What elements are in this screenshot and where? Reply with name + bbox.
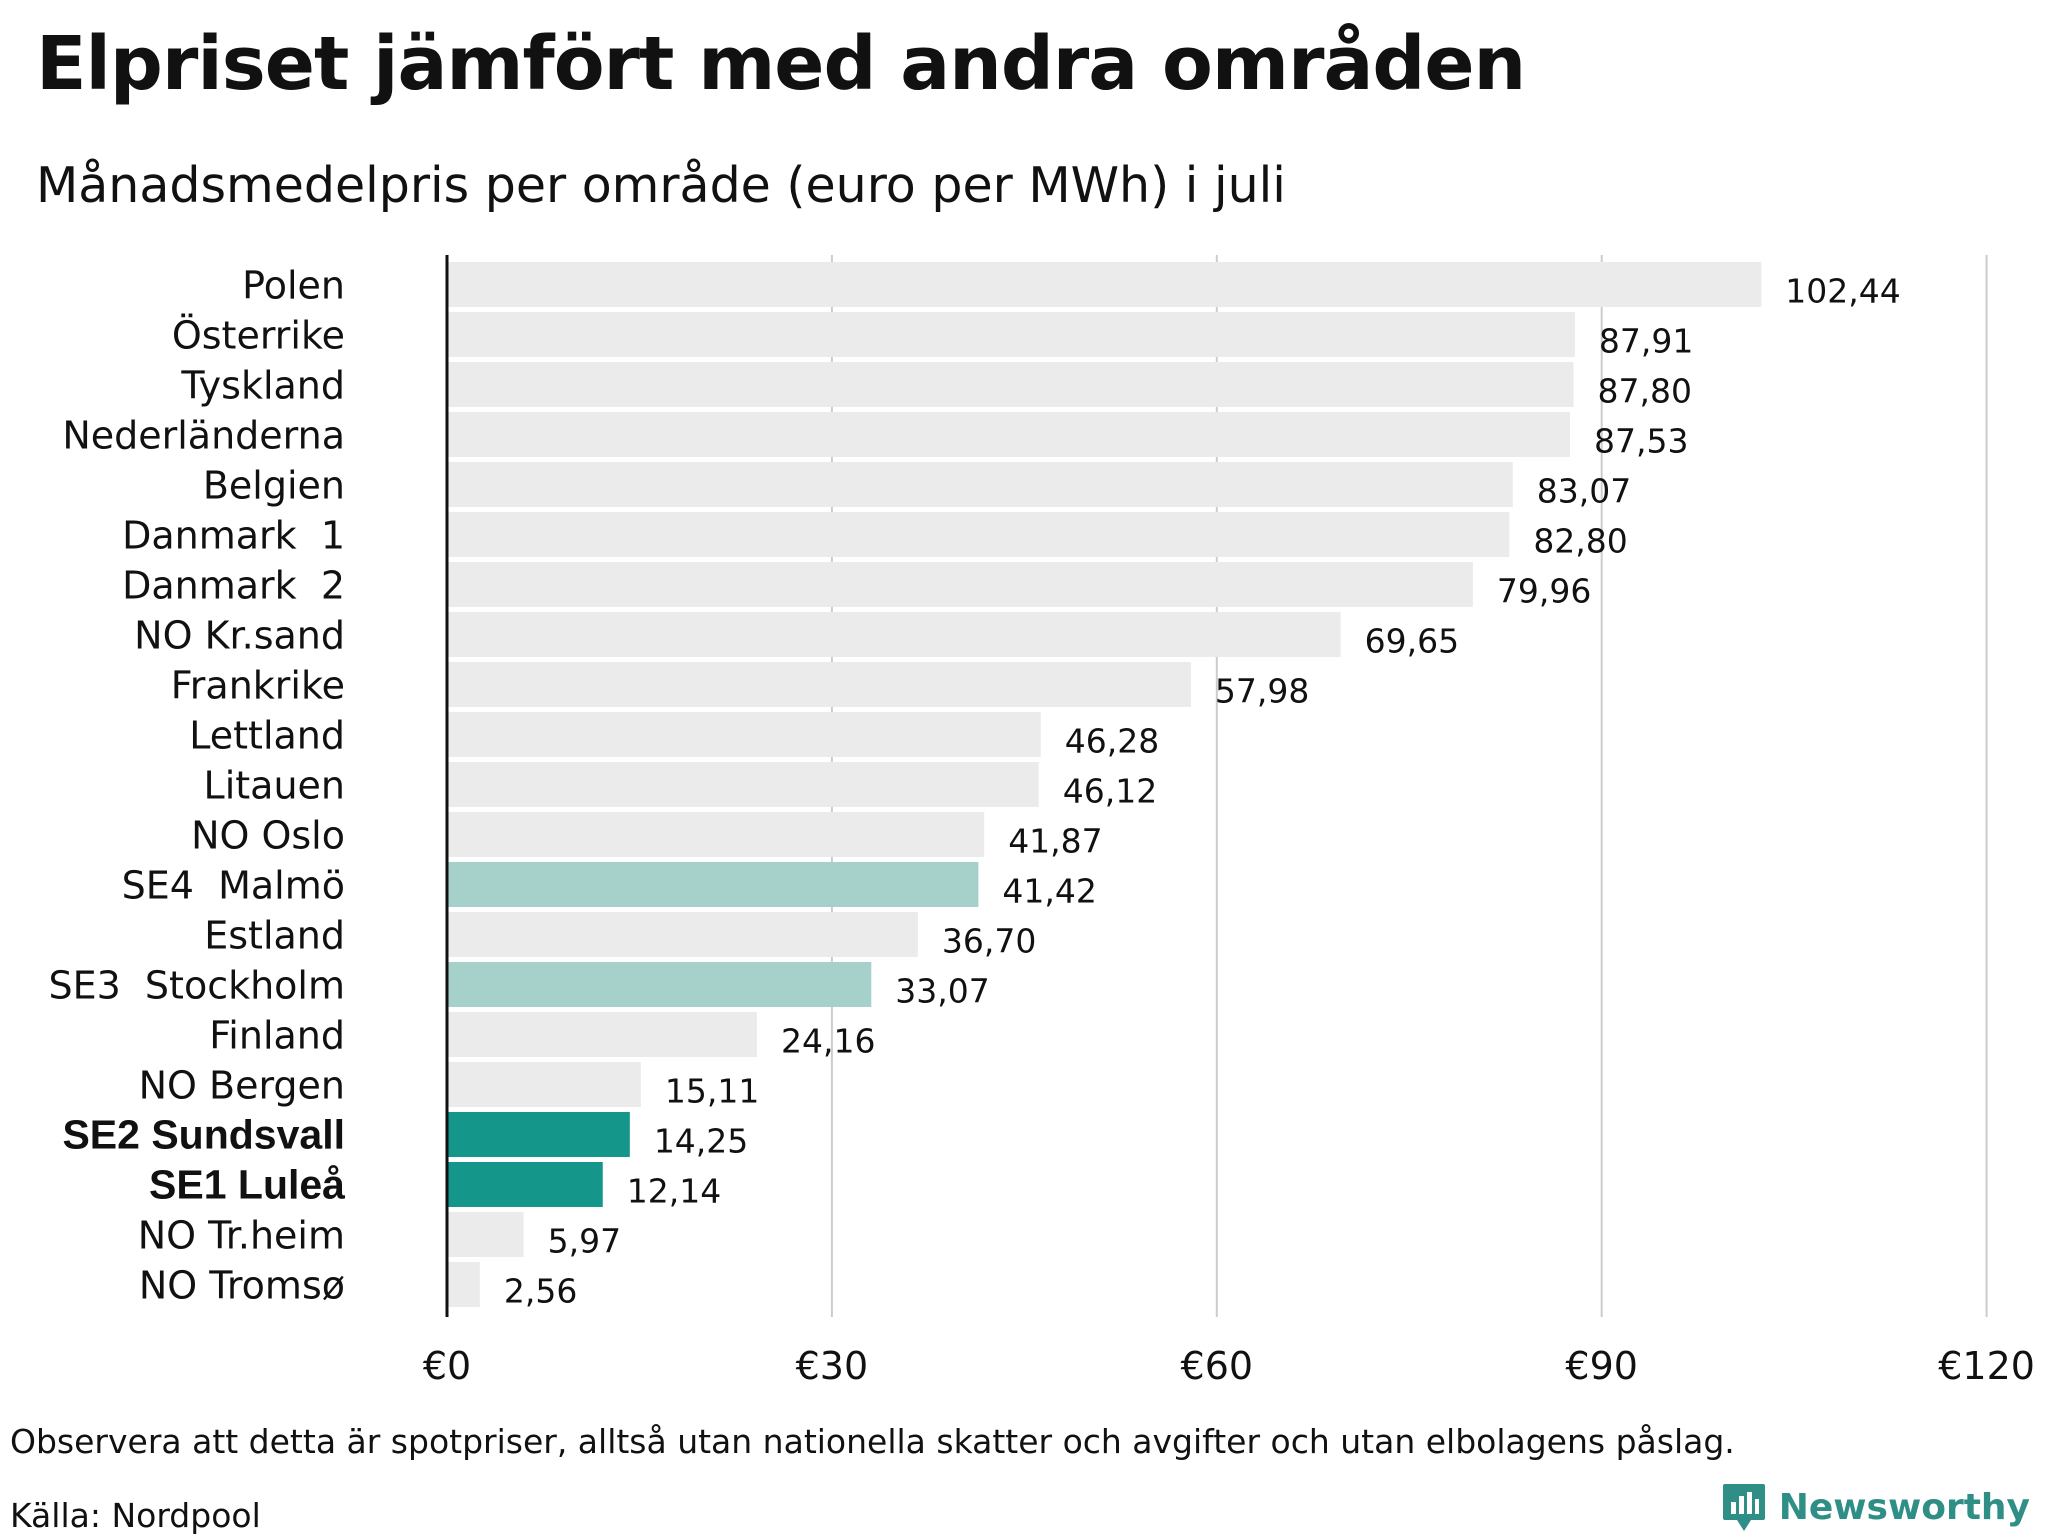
value-labels: 102,44 87,91 87,80 87,53 83,07 82,80 79,96 69,6… xyxy=(504,272,1901,1311)
category-label-19: NO Tr.heim xyxy=(138,1214,345,1258)
value-label-3: 87,53 xyxy=(1594,422,1688,461)
x-tick-label-60: €60 xyxy=(1181,1344,1254,1388)
value-label-13: 36,70 xyxy=(942,922,1036,961)
value-label-10: 46,12 xyxy=(1063,772,1157,811)
bar-6 xyxy=(447,562,1473,607)
bar-20 xyxy=(447,1262,480,1307)
x-tick-label-90: €90 xyxy=(1565,1344,1638,1388)
category-label-11: NO Oslo xyxy=(191,814,345,858)
bar-1 xyxy=(447,312,1575,357)
bar-13 xyxy=(447,912,918,957)
category-label-17: SE2 Sundsvall xyxy=(62,1112,345,1158)
category-label-7: NO Kr.sand xyxy=(134,614,345,658)
bar-19 xyxy=(447,1212,524,1257)
category-label-3: Nederländerna xyxy=(62,414,345,458)
value-label-18: 12,14 xyxy=(627,1172,721,1211)
footnote: Observera att detta är spotpriser, allts… xyxy=(10,1422,1735,1461)
newsworthy-logo-icon xyxy=(1722,1484,1765,1531)
value-label-9: 46,28 xyxy=(1065,722,1159,761)
bar-9 xyxy=(447,712,1041,757)
category-label-2: Tyskland xyxy=(180,364,345,408)
value-label-5: 82,80 xyxy=(1533,522,1627,561)
bar-16 xyxy=(447,1062,641,1107)
category-label-14: SE3 Stockholm xyxy=(48,964,345,1008)
chart-subtitle: Månadsmedelpris per område (euro per MWh… xyxy=(36,157,1286,214)
category-label-10: Litauen xyxy=(204,764,345,808)
bar-15 xyxy=(447,1012,757,1057)
bar-7 xyxy=(447,612,1341,657)
value-label-11: 41,87 xyxy=(1008,822,1102,861)
value-label-20: 2,56 xyxy=(504,1272,577,1311)
bar-3 xyxy=(447,412,1571,457)
category-label-20: NO Tromsø xyxy=(139,1264,345,1308)
chart-title: Elpriset jämfört med andra områden xyxy=(36,21,1526,107)
bar-5 xyxy=(447,512,1510,557)
x-axis: €0 €30 €60 €90 €120 xyxy=(423,255,2035,1388)
value-label-8: 57,98 xyxy=(1215,672,1309,711)
value-label-17: 14,25 xyxy=(654,1122,748,1161)
category-label-15: Finland xyxy=(209,1014,345,1058)
bar-17 xyxy=(447,1112,630,1157)
bar-chart: Polen Österrike Tyskland Nederländerna Belgi… xyxy=(48,255,2035,1388)
bar-14 xyxy=(447,962,872,1007)
x-tick-label-120: €120 xyxy=(1938,1344,2035,1388)
category-label-16: NO Bergen xyxy=(139,1064,345,1108)
bars xyxy=(447,262,1762,1307)
value-label-19: 5,97 xyxy=(548,1222,621,1261)
bar-8 xyxy=(447,662,1191,707)
value-label-1: 87,91 xyxy=(1599,322,1693,361)
value-label-7: 69,65 xyxy=(1365,622,1459,661)
x-tick-label-0: €0 xyxy=(423,1344,471,1388)
bar-12 xyxy=(447,862,979,907)
brand-logo: Newsworthy xyxy=(1721,1482,2030,1534)
category-label-4: Belgien xyxy=(203,464,345,508)
bar-4 xyxy=(447,462,1513,507)
category-label-6: Danmark 2 xyxy=(122,564,345,608)
category-label-18: SE1 Luleå xyxy=(149,1162,345,1208)
value-label-15: 24,16 xyxy=(781,1022,875,1061)
value-label-2: 87,80 xyxy=(1597,372,1691,411)
category-label-13: Estland xyxy=(204,914,345,958)
category-label-0: Polen xyxy=(242,264,345,308)
brand-name: Newsworthy xyxy=(1778,1487,2030,1528)
bar-10 xyxy=(447,762,1039,807)
bar-0 xyxy=(447,262,1762,307)
category-label-1: Österrike xyxy=(172,314,345,358)
category-label-5: Danmark 1 xyxy=(122,514,345,558)
category-labels: Polen Österrike Tyskland Nederländerna Belgi… xyxy=(48,264,345,1308)
value-label-4: 83,07 xyxy=(1537,472,1631,511)
bar-18 xyxy=(447,1162,603,1207)
category-label-9: Lettland xyxy=(189,714,345,758)
value-label-12: 41,42 xyxy=(1002,872,1096,911)
value-label-14: 33,07 xyxy=(895,972,989,1011)
value-label-6: 79,96 xyxy=(1497,572,1591,611)
x-tick-label-30: €30 xyxy=(796,1344,869,1388)
bar-2 xyxy=(447,362,1574,407)
value-label-0: 102,44 xyxy=(1785,272,1900,311)
source-credit: Källa: Nordpool xyxy=(10,1496,261,1535)
category-label-12: SE4 Malmö xyxy=(122,864,345,908)
category-label-8: Frankrike xyxy=(171,664,345,708)
bar-11 xyxy=(447,812,985,857)
value-label-16: 15,11 xyxy=(665,1072,759,1111)
